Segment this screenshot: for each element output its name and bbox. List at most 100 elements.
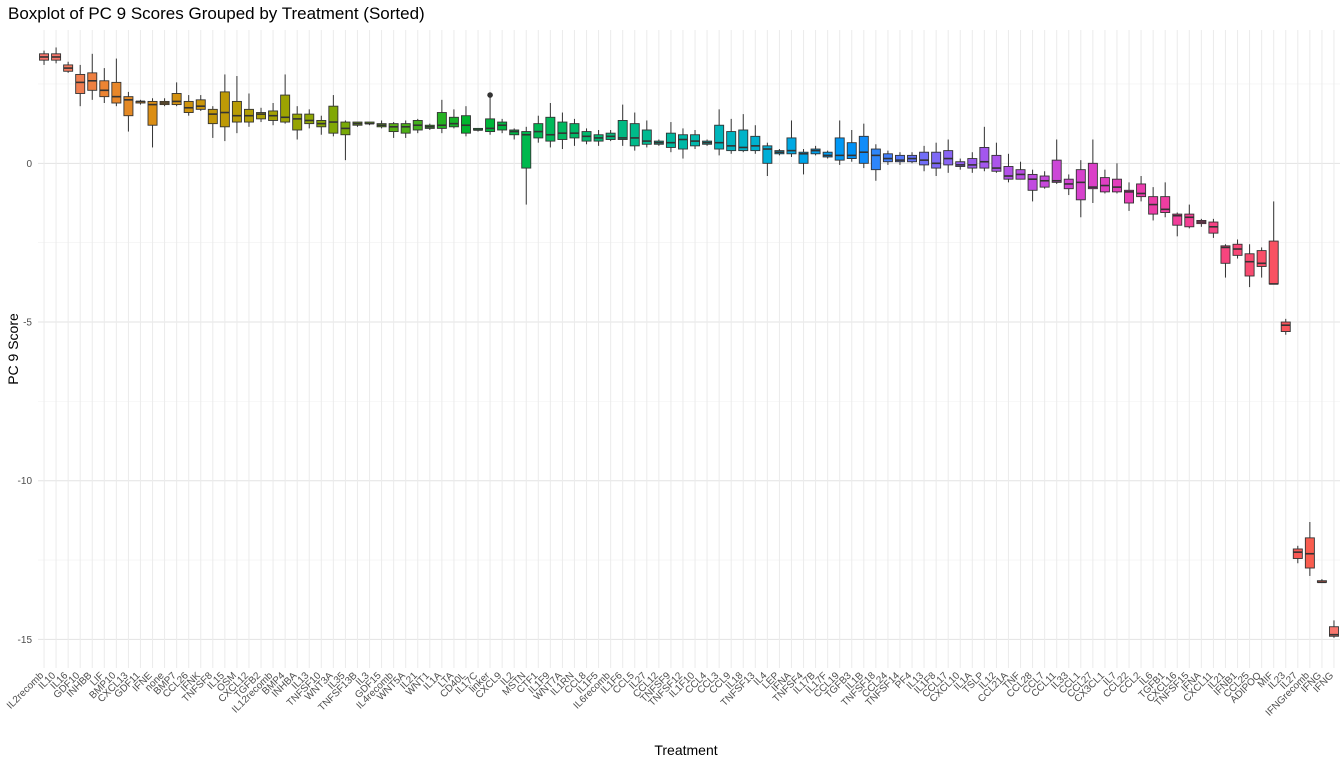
box-CX3CL1 [1099, 169, 1110, 194]
box-IL21 [1220, 244, 1231, 278]
box-CCL28 [1027, 169, 1038, 202]
box-CXCL9 [497, 118, 508, 134]
box-body [280, 94, 291, 123]
boxes [39, 47, 1339, 638]
box-CXCL13 [123, 91, 134, 132]
box-BMP4 [280, 74, 291, 124]
box-body [545, 116, 556, 142]
box-IL17C [473, 127, 483, 132]
box-CCL25 [1244, 244, 1255, 288]
box-TNFSF10 [316, 115, 327, 135]
box-body [1075, 169, 1086, 201]
box-body [99, 80, 110, 98]
box-CCL9 [726, 118, 737, 154]
box-CXCL11 [1208, 218, 1219, 238]
outlier-point [487, 92, 493, 98]
y-axis-ticks: -15 -10 -5 0 [18, 159, 33, 646]
grid [38, 30, 1340, 668]
box-body [665, 132, 676, 148]
box-body [448, 116, 459, 128]
box-body [919, 151, 930, 166]
box-body [304, 113, 315, 125]
box-body [1136, 183, 1147, 198]
box-IL17F [822, 150, 833, 159]
box-IL17B [810, 145, 821, 156]
box-body [991, 154, 1002, 172]
box-body [1280, 321, 1291, 332]
box-body [256, 112, 266, 120]
box-body [436, 112, 447, 129]
box-body [1244, 253, 1255, 277]
box-IL12recomb [268, 103, 279, 126]
chart-title: Boxplot of PC 9 Scores Grouped by Treatm… [8, 4, 425, 23]
box-body [1184, 213, 1195, 228]
box-IFNG [1329, 620, 1339, 638]
box-IL1A [436, 99, 447, 134]
box-CCL27 [1087, 139, 1098, 203]
box-IL1F9 [545, 103, 556, 148]
box-body [726, 131, 737, 152]
x-axis-title: Treatment [654, 742, 717, 758]
box-TGFB2 [256, 107, 266, 123]
box-IL2 [509, 128, 520, 140]
box-CCL1 [1075, 160, 1086, 218]
box-body [846, 142, 857, 160]
box-WNT3A [328, 95, 339, 137]
box-body [195, 99, 206, 110]
box-IL27 [641, 120, 652, 148]
box-WNT7A [557, 112, 568, 150]
box-body [1160, 196, 1171, 213]
box-TNFSF14 [895, 152, 905, 165]
y-tick-label: -10 [18, 476, 33, 487]
box-TGFB1 [1160, 182, 1171, 218]
box-body [557, 121, 568, 140]
y-tick-label: -5 [23, 318, 32, 329]
box-body [979, 146, 990, 169]
box-IL1A [967, 152, 978, 173]
box-body [569, 123, 580, 139]
box-TGFB3 [846, 129, 857, 162]
box-none [159, 98, 170, 107]
box-OSM [231, 76, 242, 134]
box-body [1051, 159, 1062, 183]
box-CCL17 [943, 139, 954, 173]
box-IFNK [195, 95, 206, 111]
box-TNF [1015, 161, 1026, 180]
box-WNT5A [400, 120, 411, 138]
box-IL10 [51, 47, 62, 64]
box-body [111, 81, 122, 104]
box-CCL11 [1051, 139, 1062, 184]
box-IL23 [1280, 318, 1291, 335]
box-body [617, 120, 628, 140]
box-CCL5 [629, 112, 640, 151]
box-CCL2 [1136, 176, 1147, 202]
box-body [75, 73, 86, 94]
box-CXCL12 [244, 93, 254, 127]
box-body [858, 135, 869, 164]
box-TNFSF8 [207, 106, 218, 138]
box-body [1112, 178, 1122, 193]
box-IFNA [1196, 218, 1207, 227]
box-MSTN [521, 126, 532, 205]
box-body [219, 91, 230, 128]
box-GDF11 [135, 99, 146, 105]
box-CCL12 [653, 139, 664, 146]
box-IL13 [304, 109, 315, 129]
box-INHBA [292, 106, 303, 140]
box-GDF10 [75, 64, 86, 107]
box-body [231, 100, 242, 123]
box-TNFSF9 [665, 122, 676, 153]
box-IL21 [412, 118, 423, 134]
box-CCL7 [1039, 171, 1050, 189]
box-INHBB [87, 53, 98, 100]
box-CD40L [461, 106, 471, 137]
box-TNFSF12 [678, 128, 688, 159]
box-IFNB1 [1232, 239, 1243, 259]
box-CCL21A [1003, 153, 1014, 183]
box-TNFSF13 [750, 125, 761, 154]
box-CTF1 [533, 115, 544, 143]
box-body [1292, 548, 1303, 559]
box-body [400, 123, 411, 134]
box-IFNGrecomb [1304, 521, 1315, 576]
box-body [714, 124, 725, 150]
